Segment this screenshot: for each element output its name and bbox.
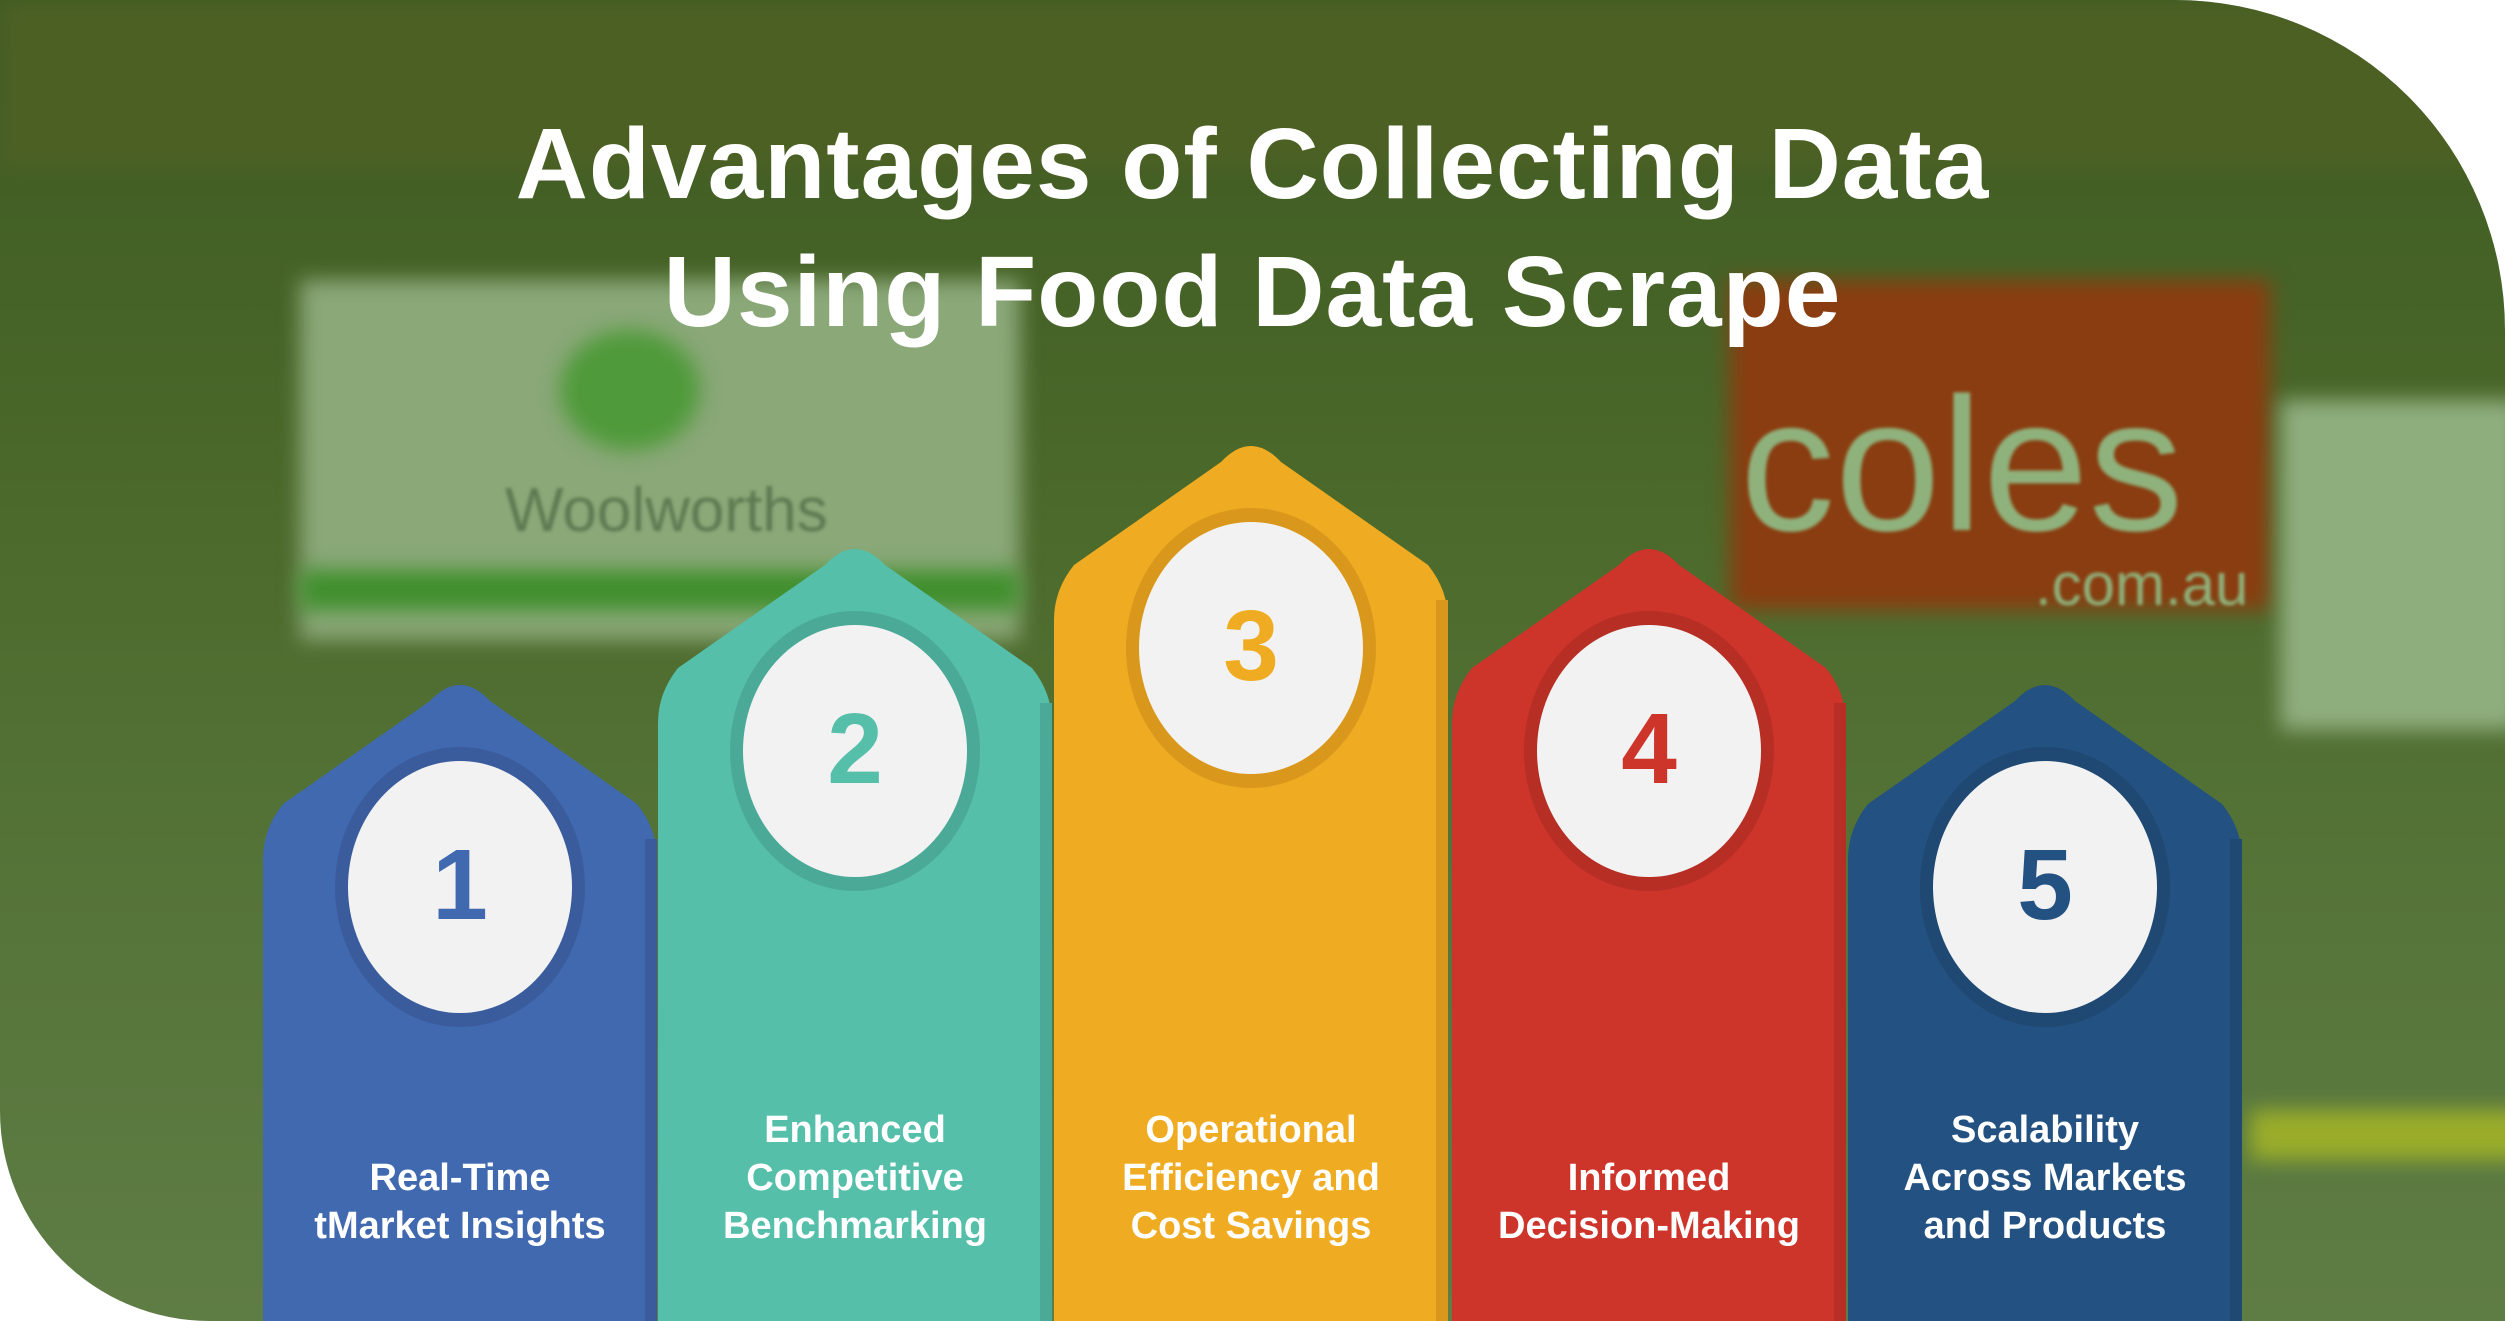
card-label-line: tMarket Insights [314,1205,606,1247]
number-circle [743,625,967,877]
card-1 [263,685,657,1321]
title-line-2: Using Food Data Scrape [663,236,1842,348]
building [0,0,2505,170]
card-label: Enhanced Competitive Benchmarking [658,1106,1052,1250]
card-label: Informed Decision-Making [1452,1154,1846,1250]
card-number: 1 [432,829,488,941]
card-3 [1054,446,1448,1321]
coles-sign-subtext: .com.au [2035,551,2249,618]
card-edge [1040,703,1052,1321]
card-5 [1848,685,2242,1321]
card-label-line: Benchmarking [723,1205,987,1247]
woolworths-logo [560,330,700,450]
card-label-line: and Products [1923,1205,2167,1247]
number-circle [1139,522,1363,774]
card-number: 5 [2017,829,2073,941]
card-number: 2 [827,693,883,805]
card-4 [1452,549,1846,1321]
card-label: Operational Efficiency and Cost Savings [1054,1106,1448,1250]
card-label: Real-Time tMarket Insights [263,1154,657,1250]
truck-cab [2280,400,2505,730]
card-label-line: Scalability [1951,1109,2139,1151]
card-label-line: Across Markets [1903,1157,2187,1199]
card-edge [1834,703,1846,1321]
number-circle [348,761,572,1013]
card-edge [645,839,657,1321]
number-circle [1537,625,1761,877]
card-label-line: Operational [1145,1109,1357,1151]
card-2 [658,549,1052,1321]
card-edge [2230,839,2242,1321]
card-edge [1436,600,1448,1321]
number-circle [1933,761,2157,1013]
title-line-1: Advantages of Collecting Data [515,108,1990,220]
woolworths-sign-text: Woolworths [505,476,828,545]
card-label-line: Competitive [746,1157,964,1199]
card-label-line: Efficiency and [1122,1157,1380,1199]
road-marking [2250,1110,2505,1160]
card-label-line: Cost Savings [1130,1205,1372,1247]
card-label-line: Informed [1567,1157,1731,1199]
coles-sign [1730,280,2270,610]
card-number: 3 [1223,590,1279,702]
card-number: 4 [1621,693,1677,805]
coles-sign-text: coles [1740,359,2184,571]
page-title: Advantages of Collecting Data Using Food… [0,100,2505,356]
card-label-line: Enhanced [764,1109,946,1151]
card-label-line: Real-Time [369,1157,551,1199]
card-label-line: Decision-Making [1498,1205,1800,1247]
card-label: Scalability Across Markets and Products [1848,1106,2242,1250]
